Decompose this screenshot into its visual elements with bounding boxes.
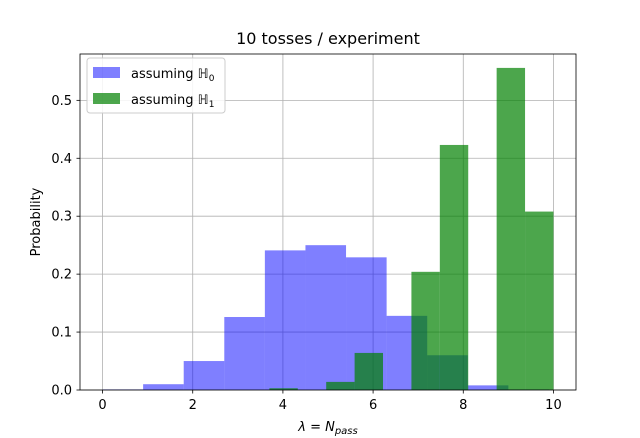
x-tick-label-5: 10	[545, 398, 562, 413]
bar-h0-2	[183, 361, 225, 390]
ticks: 0 2 4 6 8 10 0.0 0.1 0.2 0.3 0.4 0.5	[51, 94, 561, 413]
y-tick-label-1: 0.1	[51, 326, 72, 341]
legend: assuming ℍ0 assuming ℍ1	[86, 57, 226, 114]
x-axis-label: λ = Npass	[297, 420, 357, 437]
y-tick-label-4: 0.4	[51, 152, 72, 167]
bar-h1-2	[326, 381, 355, 390]
bar-h1-3	[354, 352, 384, 390]
y-tick-label-5: 0.5	[51, 94, 72, 109]
legend-swatch-h1	[93, 93, 120, 104]
y-tick-label-2: 0.2	[51, 268, 72, 283]
bars	[102, 67, 554, 391]
bar-h0-9	[467, 385, 509, 390]
legend-label-h1-symbol: ℍ	[198, 93, 209, 108]
chart-title: 10 tosses / experiment	[236, 29, 420, 48]
legend-label-h1-text: assuming	[131, 93, 198, 108]
y-tick-label-0: 0.0	[51, 384, 72, 399]
grid	[80, 54, 576, 391]
bar-h0-3	[224, 317, 265, 390]
bar-h0-1	[143, 384, 184, 390]
x-tick-label-2: 4	[279, 398, 287, 413]
legend-entry-h1: assuming ℍ1	[93, 93, 214, 110]
bar-h1-6	[439, 144, 469, 390]
bar-h0-5	[305, 245, 347, 390]
legend-label-h0: assuming ℍ0	[131, 67, 215, 84]
bar-h0-4	[264, 250, 306, 390]
bar-h1-5	[411, 271, 440, 390]
y-axis-label: Probability	[29, 187, 44, 256]
legend-label-h1: assuming ℍ1	[131, 93, 214, 110]
legend-label-h1-subscript: 1	[209, 100, 215, 110]
x-axis-label-main: λ = N	[297, 420, 335, 435]
bar-h1-9	[525, 211, 554, 390]
legend-entry-h0: assuming ℍ0	[93, 67, 215, 84]
y-tick-label-3: 0.3	[51, 210, 72, 225]
bar-h1-0	[269, 388, 298, 390]
x-tick-label-0: 0	[98, 398, 106, 413]
x-tick-label-4: 8	[459, 398, 467, 413]
legend-label-h0-subscript: 0	[209, 74, 215, 84]
bar-h1-8	[496, 67, 526, 391]
legend-label-h0-text: assuming	[131, 67, 198, 82]
legend-label-h0-symbol: ℍ	[198, 67, 209, 82]
x-tick-label-3: 6	[369, 398, 377, 413]
axes-frame	[79, 53, 577, 391]
x-axis-label-subscript: pass	[334, 426, 358, 437]
x-tick-label-1: 2	[189, 398, 197, 413]
legend-box	[86, 57, 226, 114]
legend-swatch-h0	[93, 67, 120, 78]
